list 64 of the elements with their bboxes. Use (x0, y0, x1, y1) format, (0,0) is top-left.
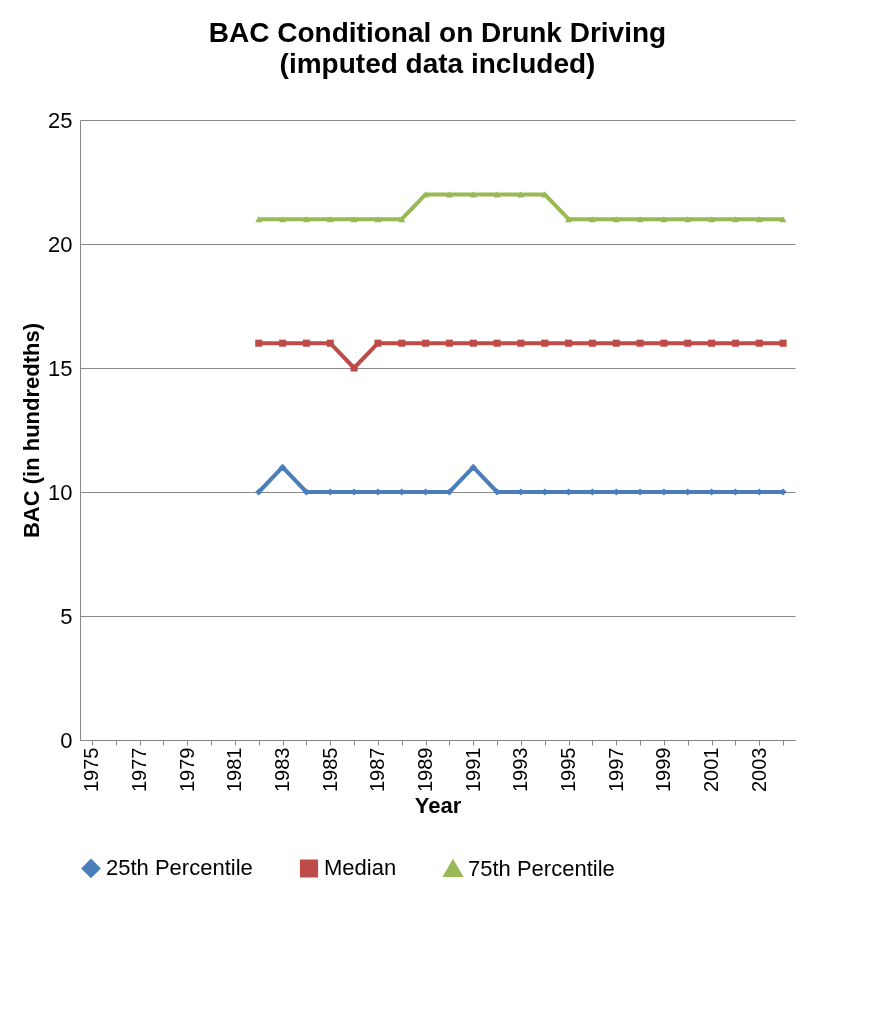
point (255, 216, 263, 223)
point (612, 216, 620, 223)
point (350, 364, 358, 372)
y-tick-label: 20 (48, 231, 73, 257)
point (755, 216, 763, 223)
point (588, 216, 596, 223)
x-tick-label: 2003 (747, 747, 770, 792)
y-tick-label: 10 (48, 479, 73, 505)
legend-label: Median (324, 855, 397, 881)
x-tick-label: 1989 (414, 747, 437, 792)
point (588, 339, 596, 347)
y-tick-label: 5 (60, 603, 73, 629)
point (517, 339, 525, 347)
y-tick-label: 0 (60, 727, 73, 753)
point (279, 339, 287, 347)
point (660, 339, 668, 347)
point (469, 339, 477, 347)
x-tick-label: 1997 (604, 747, 627, 792)
x-tick-label: 2001 (700, 747, 723, 792)
x-tick-label: 1985 (318, 747, 341, 792)
point (398, 216, 406, 223)
point (565, 216, 573, 223)
point (708, 216, 716, 223)
x-tick-label: 1987 (366, 747, 389, 792)
point (255, 488, 263, 496)
x-tick-label: 1995 (557, 747, 580, 792)
point (755, 339, 763, 347)
x-tick-label: 1991 (461, 747, 484, 792)
point (684, 339, 692, 347)
point (302, 216, 310, 223)
y-axis-title: BAC (in hundredths) (19, 322, 45, 539)
chart-title: BAC Conditional on Drunk Driving (208, 17, 667, 48)
chart-subtitle: (imputed data included) (279, 48, 596, 79)
x-axis-title: Year (414, 792, 462, 818)
point (636, 339, 644, 347)
point (731, 339, 739, 347)
point (422, 339, 430, 347)
legend-label: 75th Percentile (468, 855, 615, 881)
point (302, 339, 310, 347)
point (708, 339, 716, 347)
point (326, 339, 334, 347)
point (541, 339, 549, 347)
point (493, 339, 501, 347)
point (374, 339, 382, 347)
x-tick-label: 1975 (80, 747, 103, 792)
point (779, 339, 787, 347)
point (398, 339, 406, 347)
point (612, 339, 620, 347)
y-tick-label: 25 (48, 107, 73, 133)
legend-label: 25th Percentile (106, 855, 253, 881)
point (326, 216, 334, 223)
point (565, 339, 573, 347)
x-tick-label: 1993 (509, 747, 532, 792)
y-tick-label: 15 (48, 355, 73, 381)
x-tick-label: 1979 (175, 747, 198, 792)
x-tick-label: 1999 (652, 747, 675, 792)
point (255, 339, 263, 347)
x-tick-label: 1983 (271, 747, 294, 792)
point (684, 216, 692, 223)
point (731, 216, 739, 223)
point (445, 339, 453, 347)
x-tick-label: 1977 (128, 747, 151, 792)
point (279, 216, 287, 223)
x-tick-label: 1981 (223, 747, 246, 792)
